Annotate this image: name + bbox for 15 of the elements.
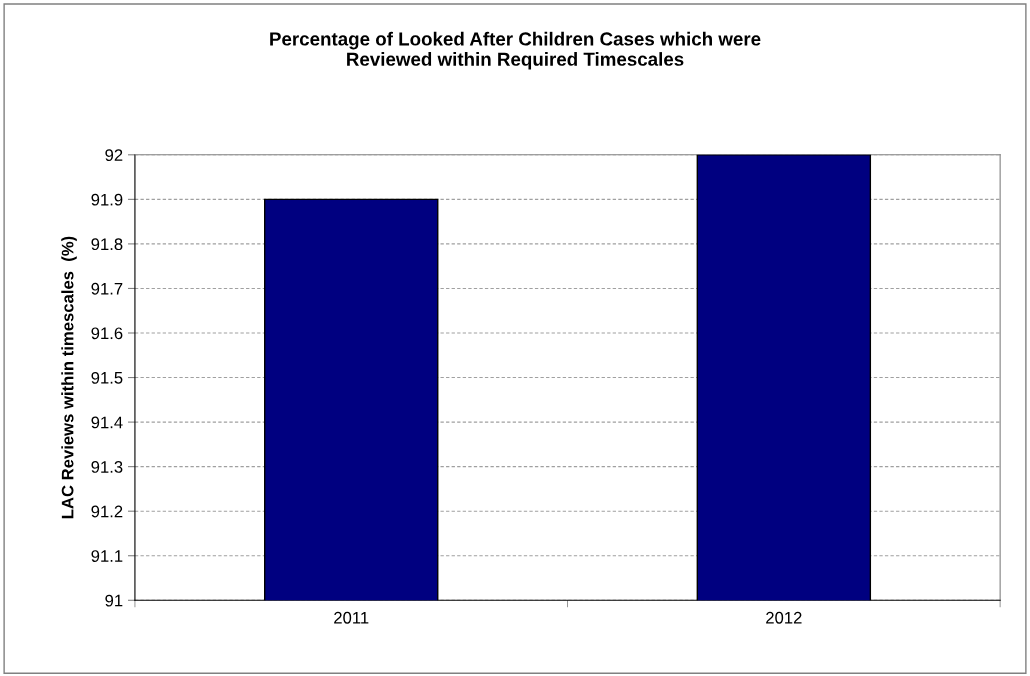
y-tick-label: 91 bbox=[105, 594, 123, 607]
y-tick-label: 91.4 bbox=[91, 416, 123, 429]
y-tick-label: 91.1 bbox=[91, 550, 123, 562]
y-axis-title: LAC Reviews within timescales (%) bbox=[61, 236, 77, 519]
y-tick-label: 91.9 bbox=[91, 193, 123, 206]
chart-title: Percentage of Looked After Children Cases which were Reviewed within Required Timescales bbox=[270, 31, 761, 70]
x-tick-label: 2011 bbox=[334, 611, 369, 624]
y-tick-label: 91.8 bbox=[91, 238, 123, 251]
y-tick-label: 91.2 bbox=[91, 505, 123, 518]
x-tick-label: 2012 bbox=[766, 611, 802, 624]
y-tick-label: 91.5 bbox=[91, 371, 123, 384]
y-tick-label: 92 bbox=[105, 149, 123, 162]
y-tick-label: 91.7 bbox=[91, 282, 123, 295]
y-tick-label: 91.3 bbox=[91, 461, 123, 473]
y-tick-label: 91.6 bbox=[91, 327, 123, 340]
